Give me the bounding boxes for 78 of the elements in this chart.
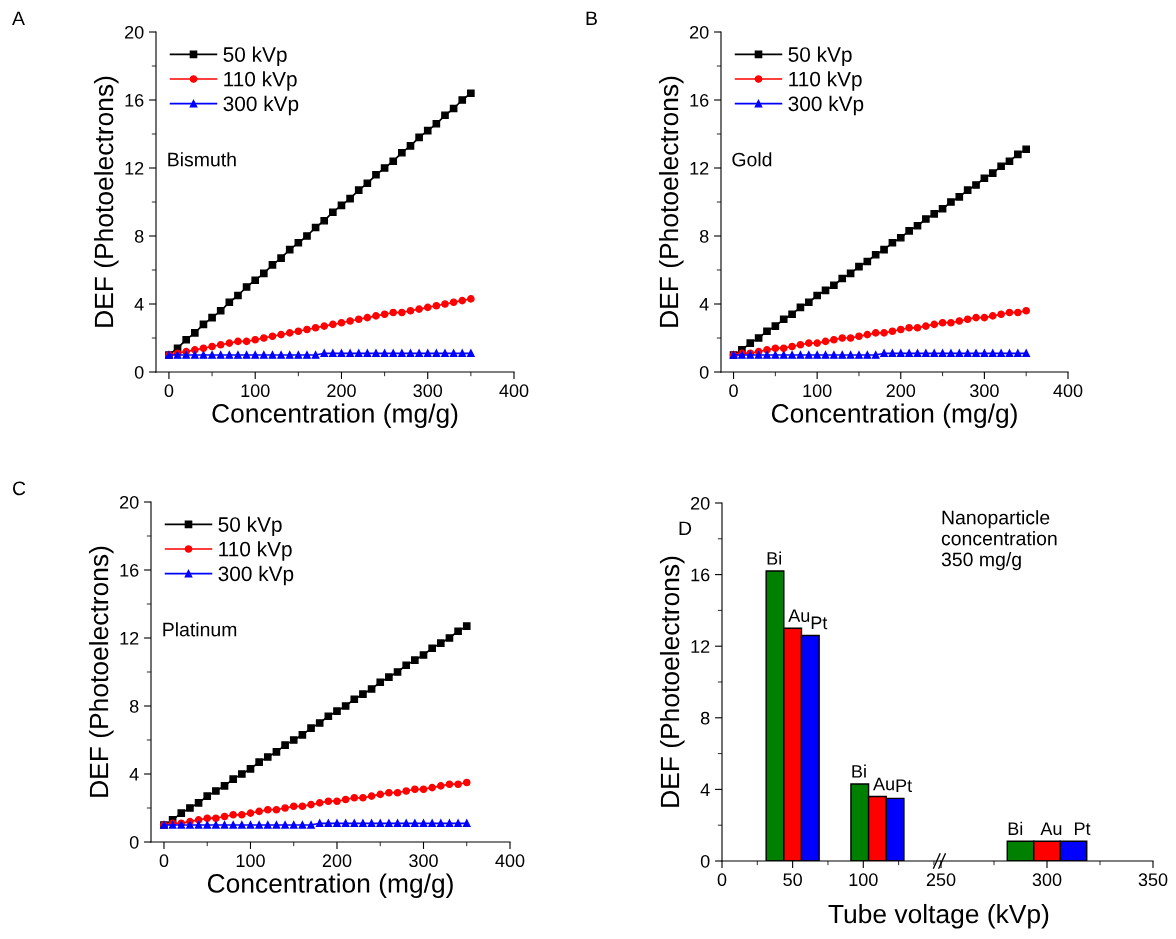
x-tick-label: 350 xyxy=(1138,873,1168,887)
series-label: Bi xyxy=(1008,821,1023,835)
x-tick-label: 50 xyxy=(783,873,802,887)
y-tick-label: 12 xyxy=(690,161,709,175)
x-tick-label: 0 xyxy=(717,873,727,887)
x-axis-title: Concentration (mg/g) xyxy=(212,403,458,429)
annotation: Nanoparticle concentration 350 mg/g xyxy=(941,510,1057,571)
series-label: Bi xyxy=(767,551,781,565)
x-tick-label: 100 xyxy=(803,384,832,398)
y-tick-label: 0 xyxy=(134,365,144,379)
y-tick-label: 20 xyxy=(691,496,710,510)
legend-label: 50 kVp xyxy=(788,46,852,66)
text: Au xyxy=(873,777,894,791)
y-tick-label: 12 xyxy=(120,631,139,645)
x-tick-label: 400 xyxy=(499,384,529,398)
text: Bi xyxy=(852,764,866,778)
legend-label: 110 kVp xyxy=(219,541,292,561)
text: D xyxy=(679,521,692,536)
y-axis-title: DEF (Photoelectrons) xyxy=(93,76,119,327)
x-tick-label: 250 xyxy=(926,873,956,887)
y-tick-label: 20 xyxy=(120,495,139,509)
y-tick-label: 12 xyxy=(691,640,710,653)
series-label: Au xyxy=(788,609,810,623)
annotation: Gold xyxy=(732,152,772,167)
y-tick-label: 4 xyxy=(129,768,139,781)
x-tick-label: 200 xyxy=(322,854,352,868)
x-tick-label: 400 xyxy=(1053,384,1083,398)
y-tick-label: 16 xyxy=(125,93,144,107)
x-axis-title: Concentration (mg/g) xyxy=(207,873,453,899)
x-tick-label: 0 xyxy=(164,384,174,398)
y-tick-label: 20 xyxy=(125,25,144,39)
legend-label: 300 kVp xyxy=(788,95,864,116)
legend-label: 300 kVp xyxy=(223,95,299,116)
y-axis-title: DEF (Photoelectrons) xyxy=(88,546,114,797)
y-tick-label: 12 xyxy=(125,161,144,175)
chart-title: C xyxy=(12,481,26,496)
x-tick-label: 300 xyxy=(413,384,443,398)
series-label: Pt xyxy=(1074,822,1091,836)
y-tick-label: 16 xyxy=(690,93,709,107)
x-tick-label: 300 xyxy=(1032,873,1062,887)
legend-label: 50 kVp xyxy=(223,46,287,66)
y-tick-label: 4 xyxy=(134,298,144,311)
series-label: Pt xyxy=(811,616,828,630)
y-tick-label: 0 xyxy=(699,365,709,379)
x-tick-label: 400 xyxy=(495,854,525,868)
series-label: Au xyxy=(1040,822,1062,836)
text: Pt xyxy=(896,779,913,793)
chart-title: B xyxy=(586,11,597,26)
x-tick-label: 0 xyxy=(159,854,169,868)
chart-title: A xyxy=(12,11,25,26)
y-tick-label: 20 xyxy=(690,25,709,39)
legend-label: 50 kVp xyxy=(218,516,282,536)
y-tick-label: 8 xyxy=(129,699,139,713)
x-tick-label: 200 xyxy=(886,384,916,398)
y-axis-title: DEF (Photoelectrons) xyxy=(658,76,684,327)
x-tick-label: 300 xyxy=(409,854,438,868)
legend-label: 300 kVp xyxy=(218,565,294,586)
legend-label: 110 kVp xyxy=(789,71,862,91)
y-tick-label: 8 xyxy=(134,229,144,243)
x-tick-label: 100 xyxy=(241,384,270,398)
x-axis-title: Tube voltage (kVp) xyxy=(828,903,1049,929)
x-tick-label: 200 xyxy=(327,384,356,398)
x-tick-label: 100 xyxy=(849,873,878,887)
y-tick-label: 16 xyxy=(120,563,139,577)
x-tick-label: 100 xyxy=(236,854,265,868)
y-tick-label: 4 xyxy=(700,783,710,796)
x-tick-label: 300 xyxy=(970,384,999,398)
annotation: Platinum xyxy=(163,622,237,637)
x-axis-title: Concentration (mg/g) xyxy=(771,403,1017,429)
x-tick-label: 0 xyxy=(729,384,738,398)
annotation: Bismuth xyxy=(168,152,236,167)
y-tick-label: 8 xyxy=(699,229,709,243)
y-tick-label: 8 xyxy=(700,711,710,725)
y-axis-title: DEF (Photoelectrons) xyxy=(659,556,685,807)
y-tick-label: 16 xyxy=(691,568,710,582)
y-tick-label: 4 xyxy=(699,298,709,311)
y-tick-label: 0 xyxy=(129,835,139,849)
legend-label: 110 kVp xyxy=(224,71,297,91)
